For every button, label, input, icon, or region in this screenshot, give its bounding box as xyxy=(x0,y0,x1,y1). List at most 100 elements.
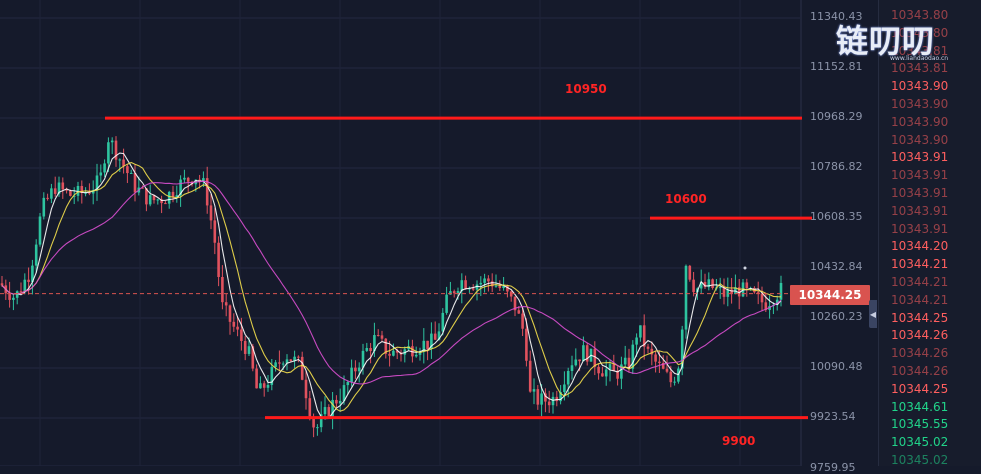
candle-body xyxy=(152,195,156,201)
candle-body xyxy=(688,265,692,280)
candle-body xyxy=(764,302,768,310)
candle-body xyxy=(213,220,217,243)
tape-row: 10345.02 xyxy=(891,435,949,450)
tape-row: 10343.91 xyxy=(891,150,949,165)
y-tick-label: 10432.84 xyxy=(810,260,863,273)
candle-body xyxy=(437,331,441,340)
candle-body xyxy=(61,182,65,190)
tape-row: 10343.91 xyxy=(891,221,949,236)
candle-body xyxy=(217,242,220,277)
candle-body xyxy=(631,344,635,369)
tape-row: 10344.61 xyxy=(891,399,949,414)
candle-body xyxy=(616,370,619,379)
candle-body xyxy=(502,286,505,289)
candle-body xyxy=(160,199,163,204)
candle-body xyxy=(8,293,11,300)
candle-body xyxy=(114,140,118,160)
candle-body xyxy=(76,185,80,196)
candle-body xyxy=(319,414,323,428)
candle-body xyxy=(422,340,426,352)
chevron-left-icon: ◀ xyxy=(869,309,877,319)
candle-body xyxy=(65,189,68,191)
candle-body xyxy=(760,293,764,303)
candle-body xyxy=(737,287,741,297)
y-tick-label: 10786.82 xyxy=(810,160,863,173)
candle-body xyxy=(19,291,23,293)
candle-body xyxy=(593,348,597,367)
y-tick-label: 10968.29 xyxy=(810,110,863,123)
candle-body xyxy=(642,325,646,347)
candle-body xyxy=(658,361,661,363)
candle-body xyxy=(475,284,479,290)
candle-body xyxy=(95,175,99,191)
candle-body xyxy=(12,297,15,300)
candle-body xyxy=(775,299,779,305)
candle-body xyxy=(156,199,160,201)
y-tick-label: 9923.54 xyxy=(810,410,856,423)
level-label-10950: 10950 xyxy=(565,82,607,96)
candle-body xyxy=(654,354,657,362)
price-chart[interactable] xyxy=(0,0,878,466)
candle-body xyxy=(627,357,631,369)
candle-body xyxy=(665,368,669,372)
candle-body xyxy=(167,191,171,204)
candle-body xyxy=(570,365,574,371)
candle-body xyxy=(449,291,452,295)
logo-text: 链叨叨 xyxy=(836,22,936,60)
level-label-10600: 10600 xyxy=(665,192,707,206)
candle-body xyxy=(699,281,703,289)
candle-body xyxy=(392,350,395,356)
tape-row: 10343.81 xyxy=(891,43,949,58)
candle-body xyxy=(278,362,281,364)
candle-body xyxy=(141,187,144,189)
candle-body xyxy=(711,279,714,289)
candle-body xyxy=(357,367,361,372)
candle-body xyxy=(722,287,726,297)
tape-row: 10344.21 xyxy=(891,292,949,307)
candle-body xyxy=(528,360,532,392)
y-tick-label: 10090.48 xyxy=(810,360,863,373)
candle-body xyxy=(680,329,684,369)
candle-body xyxy=(281,363,285,365)
candle-body xyxy=(471,288,475,290)
logo-watermark: 链叨叨 www.liandaodao.cn xyxy=(836,16,976,64)
candle-body xyxy=(88,192,91,194)
candle-body xyxy=(456,291,460,294)
candle-body xyxy=(559,392,562,402)
tape-row: 10344.21 xyxy=(891,275,949,289)
candle-body xyxy=(673,381,676,383)
y-tick-label: 11152.81 xyxy=(810,60,863,73)
trade-tape: 10343.80 10343.80 10343.81 10343.81 10343.90… xyxy=(878,0,981,466)
candle-body xyxy=(331,399,334,417)
candle-body xyxy=(551,396,555,406)
candle-body xyxy=(639,325,642,338)
candle-body xyxy=(46,197,49,199)
collapse-panel-handle[interactable]: ◀ xyxy=(869,300,877,328)
tape-row: 10343.80 xyxy=(891,8,949,22)
candle-body xyxy=(403,349,407,355)
candle-body xyxy=(521,313,524,329)
candle-body xyxy=(517,310,521,314)
cursor-dot xyxy=(743,266,747,270)
candle-body xyxy=(445,294,448,313)
candle-body xyxy=(297,356,300,358)
candle-body xyxy=(601,373,604,377)
ma-line-yellow xyxy=(1,161,782,412)
candle-body xyxy=(148,195,152,205)
candle-body xyxy=(91,190,95,194)
candle-body xyxy=(110,140,114,143)
tape-row: 10344.20 xyxy=(891,239,949,254)
candle-body xyxy=(31,265,34,282)
candle-body xyxy=(251,346,255,369)
tape-row: 10344.26 xyxy=(891,346,949,361)
candle-body xyxy=(566,370,570,385)
candle-body xyxy=(426,340,429,349)
candle-body xyxy=(171,191,175,198)
y-tick-label: 11340.43 xyxy=(810,10,863,23)
candle-body xyxy=(620,364,623,379)
candle-body xyxy=(27,279,30,282)
candle-body xyxy=(145,188,148,205)
candle-body xyxy=(730,289,733,295)
candle-body xyxy=(327,407,331,417)
